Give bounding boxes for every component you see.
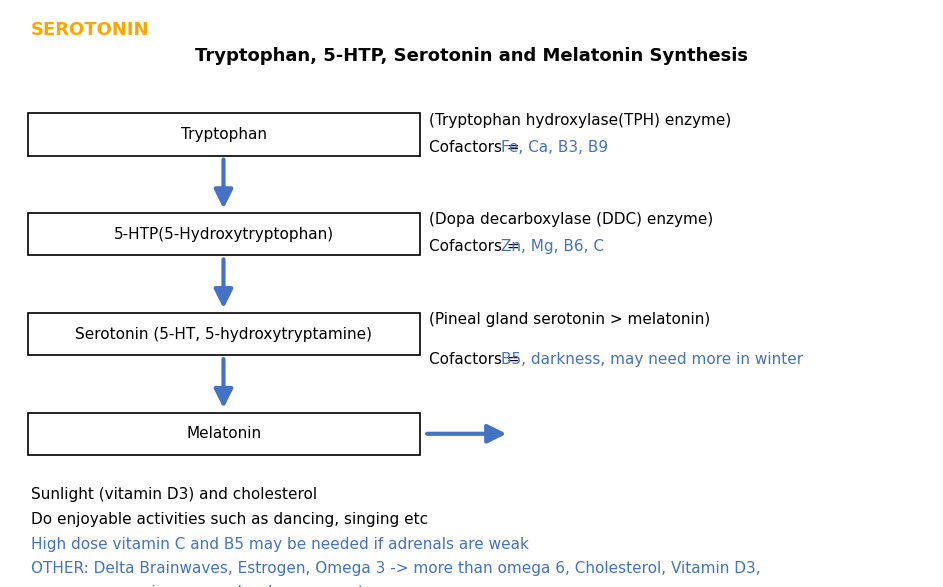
FancyBboxPatch shape xyxy=(28,113,420,156)
Text: Cofactors =: Cofactors = xyxy=(429,140,524,155)
Text: Cofactors =: Cofactors = xyxy=(429,352,524,367)
Text: Fe, Ca, B3, B9: Fe, Ca, B3, B9 xyxy=(501,140,608,155)
Text: Sunlight (vitamin D3) and cholesterol: Sunlight (vitamin D3) and cholesterol xyxy=(31,487,317,502)
Text: massage, exercise, remember happy events: massage, exercise, remember happy events xyxy=(31,585,372,587)
Text: High dose vitamin C and B5 may be needed if adrenals are weak: High dose vitamin C and B5 may be needed… xyxy=(31,537,529,552)
Text: (Tryptophan hydroxylase(TPH) enzyme): (Tryptophan hydroxylase(TPH) enzyme) xyxy=(429,113,732,128)
Text: (Dopa decarboxylase (DDC) enzyme): (Dopa decarboxylase (DDC) enzyme) xyxy=(429,212,713,228)
FancyBboxPatch shape xyxy=(28,413,420,455)
Text: Tryptophan, 5-HTP, Serotonin and Melatonin Synthesis: Tryptophan, 5-HTP, Serotonin and Melaton… xyxy=(195,47,748,65)
Text: B5, darkness, may need more in winter: B5, darkness, may need more in winter xyxy=(501,352,803,367)
Text: Tryptophan: Tryptophan xyxy=(181,127,267,142)
Text: Zn, Mg, B6, C: Zn, Mg, B6, C xyxy=(501,239,604,255)
Text: Do enjoyable activities such as dancing, singing etc: Do enjoyable activities such as dancing,… xyxy=(31,512,428,527)
Text: OTHER: Delta Brainwaves, Estrogen, Omega 3 -> more than omega 6, Cholesterol, Vi: OTHER: Delta Brainwaves, Estrogen, Omega… xyxy=(31,561,761,576)
FancyBboxPatch shape xyxy=(28,313,420,355)
Text: SEROTONIN: SEROTONIN xyxy=(31,21,150,39)
Text: 5-HTP(5-Hydroxytryptophan): 5-HTP(5-Hydroxytryptophan) xyxy=(114,227,334,242)
Text: Melatonin: Melatonin xyxy=(187,426,261,441)
Text: Cofactors =: Cofactors = xyxy=(429,239,524,255)
Text: Serotonin (5-HT, 5-hydroxytryptamine): Serotonin (5-HT, 5-hydroxytryptamine) xyxy=(75,326,372,342)
Text: (Pineal gland serotonin > melatonin): (Pineal gland serotonin > melatonin) xyxy=(429,312,710,328)
FancyBboxPatch shape xyxy=(28,213,420,255)
